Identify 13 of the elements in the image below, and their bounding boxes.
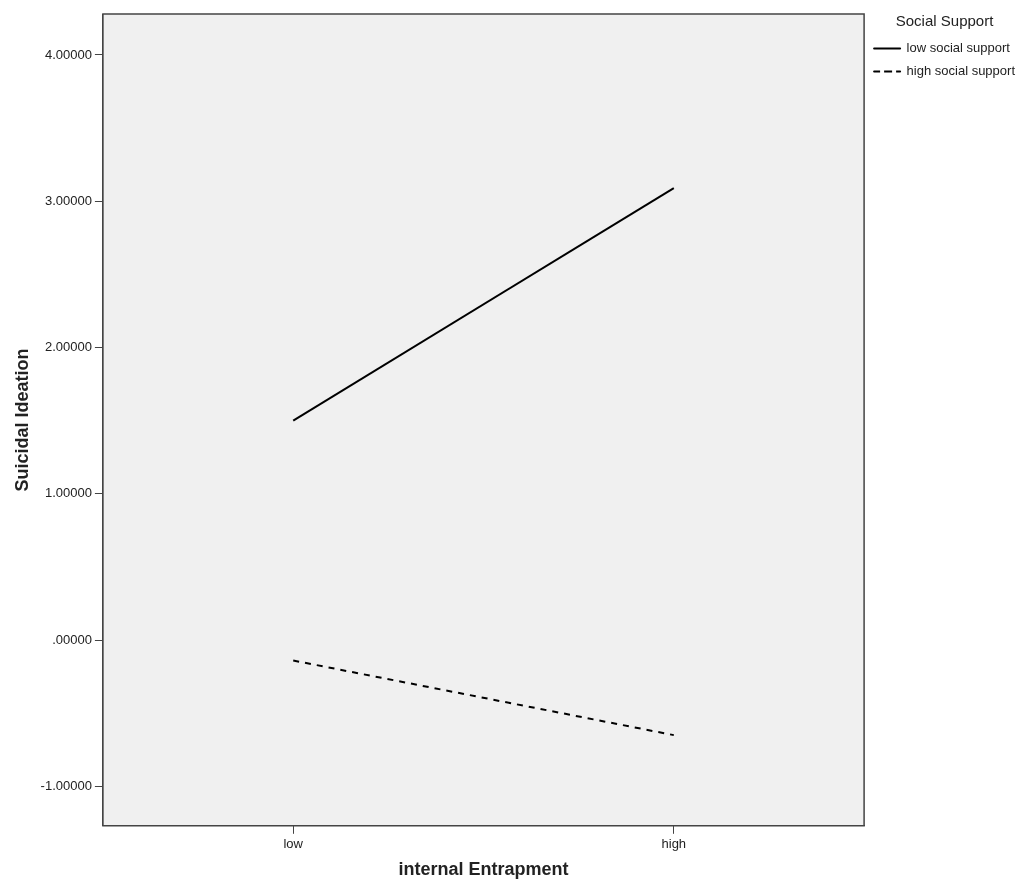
y-tick-label: 2.00000: [44, 339, 92, 355]
legend-label: high social support: [906, 63, 1016, 79]
x-tick-label: high: [661, 836, 687, 852]
y-tick-label: 1.00000: [44, 485, 92, 501]
y-tick-label: 3.00000: [44, 192, 92, 208]
y-tick-label: .00000: [52, 631, 92, 647]
legend-title: Social Support: [895, 11, 995, 29]
x-tick-label: low: [283, 836, 304, 852]
y-tick-label: -1.00000: [40, 777, 92, 793]
y-tick-label: 4.00000: [44, 46, 92, 62]
x-axis-title: internal Entrapment: [398, 859, 569, 880]
y-axis-title: Suicidal Ideation: [11, 348, 32, 492]
legend-label: low social support: [906, 40, 1011, 56]
